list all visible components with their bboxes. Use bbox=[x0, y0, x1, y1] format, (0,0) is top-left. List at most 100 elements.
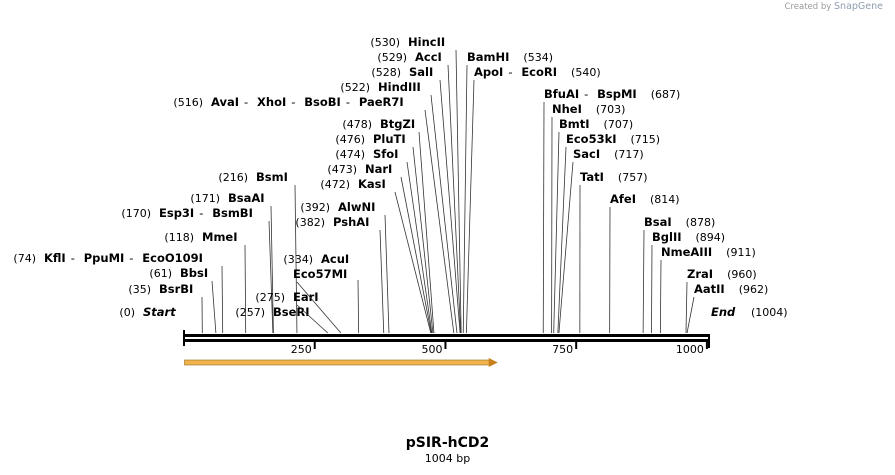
site-name-separator: - bbox=[508, 65, 512, 79]
enzyme-name-bglii: BglII bbox=[652, 230, 682, 244]
site-position: (216) bbox=[218, 171, 248, 184]
site-position: (472) bbox=[320, 178, 350, 191]
enzyme-name-btgzi: BtgZI bbox=[380, 117, 415, 131]
site-pshai: (382) PshAI bbox=[295, 215, 385, 334]
site-position: (257) bbox=[235, 306, 265, 319]
site-connector-line bbox=[418, 131, 435, 334]
site-position: (474) bbox=[335, 148, 365, 161]
site-connector-line bbox=[553, 131, 560, 334]
site-aatii: AatII (962) bbox=[686, 282, 769, 334]
site-acui: (334) AcuI bbox=[283, 252, 360, 334]
map-length: 1004 bp bbox=[424, 452, 471, 465]
site-connector-line bbox=[211, 280, 217, 334]
scale-tick-label: 1000 bbox=[676, 343, 704, 356]
backbone-end-cap bbox=[708, 334, 710, 348]
site-bsai: BsaI (878) bbox=[642, 215, 716, 334]
enzyme-name-bmti: BmtI bbox=[559, 117, 590, 131]
enzyme-name-bsaai: BsaAI bbox=[228, 191, 265, 205]
site-position: (275) bbox=[255, 291, 285, 304]
enzyme-name-bspmi: BspMI bbox=[597, 87, 637, 101]
enzyme-name-bbsi: BbsI bbox=[180, 266, 208, 280]
enzyme-name-apoi: ApoI bbox=[474, 65, 503, 79]
scale-tick-mark bbox=[705, 341, 708, 349]
enzyme-name-xhoi: XhoI bbox=[257, 95, 286, 109]
site-position: (528) bbox=[371, 66, 401, 79]
enzyme-name-bfuai: BfuAI bbox=[544, 87, 579, 101]
site-connector-line bbox=[447, 64, 462, 334]
scale-tick-mark bbox=[313, 341, 316, 349]
site-connector-line bbox=[686, 296, 695, 334]
site-position: (171) bbox=[190, 192, 220, 205]
site-position: (757) bbox=[618, 171, 648, 184]
backbone-top-strand bbox=[184, 334, 709, 337]
site-position: (473) bbox=[327, 163, 357, 176]
backbone-bottom-strand bbox=[184, 339, 709, 342]
site-pluti: (476) PluTI bbox=[335, 132, 434, 334]
site-connector-line bbox=[542, 101, 545, 334]
site-position: (61) bbox=[149, 267, 172, 280]
start-marker: (0) Start bbox=[119, 305, 176, 319]
enzyme-name-pluti: PluTI bbox=[373, 132, 406, 146]
enzyme-name-pshai: PshAI bbox=[333, 215, 369, 229]
site-connector-line bbox=[384, 214, 390, 334]
site-connector-line bbox=[296, 304, 329, 334]
site-eco53ki: Eco53kI (715) bbox=[557, 132, 660, 334]
enzyme-name-aatii: AatII bbox=[694, 282, 725, 296]
site-connector-line bbox=[651, 244, 653, 334]
site-position: (392) bbox=[300, 201, 330, 214]
site-esp3i: (170) Esp3I - BsmBI bbox=[121, 206, 274, 334]
site-position: (814) bbox=[650, 193, 680, 206]
site-position: (478) bbox=[342, 118, 372, 131]
site-connector-line bbox=[642, 229, 645, 334]
site-position: (540) bbox=[571, 66, 601, 79]
scale-tick-1000: 1000 bbox=[676, 341, 708, 356]
enzyme-name-eco53ki: Eco53kI bbox=[566, 132, 617, 146]
feature-arrow-body bbox=[184, 359, 491, 366]
site-position: (962) bbox=[739, 283, 769, 296]
enzyme-name-bsobi: BsoBI bbox=[304, 95, 341, 109]
site-nari: (473) NarI bbox=[327, 162, 432, 334]
site-alwni: (392) AlwNI bbox=[300, 200, 390, 334]
site-bsrbi: (35) BsrBI bbox=[128, 282, 203, 334]
enzyme-name-ppumi: PpuMI bbox=[84, 251, 125, 265]
site-name-separator: - bbox=[71, 251, 75, 265]
end-position: (1004) bbox=[751, 306, 788, 319]
site-connector-line bbox=[557, 146, 567, 334]
enzyme-name-zrai: ZraI bbox=[687, 267, 713, 281]
enzyme-name-sfoi: SfoI bbox=[373, 147, 398, 161]
enzyme-name-esp3i: Esp3I bbox=[159, 206, 194, 220]
site-avai: (516) AvaI - XhoI - BsoBI - PaeR7I bbox=[173, 95, 455, 334]
site-afei: AfeI (814) bbox=[609, 192, 680, 334]
enzyme-name-eari: EarI bbox=[293, 290, 319, 304]
backbone-start-cap bbox=[183, 330, 185, 346]
enzyme-name-eco57mi: Eco57MI bbox=[293, 267, 347, 281]
site-connector-line bbox=[296, 281, 342, 334]
site-name-separator: - bbox=[129, 251, 133, 265]
site-position: (717) bbox=[614, 148, 644, 161]
enzyme-name-saci: SacI bbox=[573, 147, 600, 161]
enzyme-name-nhei: NheI bbox=[552, 102, 582, 116]
site-name-separator: - bbox=[291, 95, 295, 109]
site-name-separator: - bbox=[584, 87, 588, 101]
site-position: (960) bbox=[727, 268, 757, 281]
site-mmei: (118) MmeI bbox=[164, 230, 247, 334]
site-position: (878) bbox=[686, 216, 716, 229]
site-bglii: BglII (894) bbox=[651, 230, 725, 334]
enzyme-name-sali: SalI bbox=[409, 65, 433, 79]
site-connector-line bbox=[394, 191, 432, 334]
credit-watermark: Created by SnapGene bbox=[785, 1, 883, 12]
enzyme-name-bamhi: BamHI bbox=[467, 50, 509, 64]
site-connector-line bbox=[412, 146, 434, 334]
enzyme-name-alwni: AlwNI bbox=[338, 200, 375, 214]
enzyme-name-bsmi: BsmI bbox=[256, 170, 288, 184]
site-position: (334) bbox=[283, 253, 313, 266]
enzyme-name-hincii: HincII bbox=[408, 35, 445, 49]
site-sfoi: (474) SfoI bbox=[335, 147, 433, 334]
site-connector-line bbox=[244, 244, 247, 334]
site-connector-line bbox=[430, 94, 458, 334]
enzyme-name-bseri: BseRI bbox=[273, 305, 310, 319]
site-eari: (275) EarI bbox=[255, 290, 329, 334]
site-nmeaiii: NmeAIII (911) bbox=[659, 245, 756, 334]
scale-tick-label: 500 bbox=[421, 343, 442, 356]
